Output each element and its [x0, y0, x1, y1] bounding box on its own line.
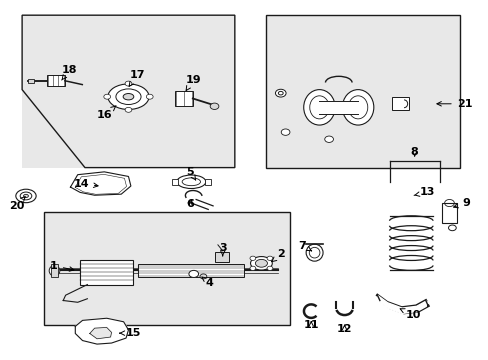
Ellipse shape: [20, 192, 32, 200]
Ellipse shape: [309, 96, 328, 119]
Bar: [138, 264, 244, 278]
Ellipse shape: [255, 260, 267, 267]
Circle shape: [266, 256, 272, 260]
Text: 15: 15: [120, 328, 141, 338]
Polygon shape: [75, 318, 128, 344]
Text: 12: 12: [336, 324, 351, 334]
Ellipse shape: [250, 257, 272, 270]
Text: 3: 3: [219, 243, 226, 256]
Circle shape: [103, 94, 110, 99]
Bar: [175, 91, 192, 105]
Text: 10: 10: [399, 309, 421, 320]
Circle shape: [447, 225, 455, 231]
Bar: [44, 212, 290, 325]
Text: 5: 5: [186, 167, 195, 180]
Polygon shape: [90, 328, 111, 339]
Ellipse shape: [305, 244, 323, 261]
Bar: [215, 252, 228, 261]
Bar: [319, 101, 357, 114]
Bar: [265, 15, 459, 168]
Ellipse shape: [23, 194, 28, 198]
Ellipse shape: [348, 96, 367, 119]
Text: 18: 18: [61, 65, 77, 80]
Ellipse shape: [177, 175, 205, 189]
Text: 6: 6: [185, 199, 193, 209]
Ellipse shape: [123, 94, 134, 100]
Ellipse shape: [281, 129, 289, 135]
Bar: [80, 260, 133, 284]
Bar: [51, 264, 58, 277]
Ellipse shape: [182, 178, 200, 186]
Circle shape: [188, 270, 198, 278]
Text: 9: 9: [453, 198, 469, 208]
Ellipse shape: [49, 265, 60, 276]
Text: 14: 14: [73, 179, 98, 189]
Bar: [265, 15, 459, 168]
Bar: [44, 212, 290, 325]
Text: 20: 20: [9, 197, 25, 211]
Bar: [47, 75, 65, 86]
Text: 17: 17: [129, 71, 144, 86]
Circle shape: [210, 103, 219, 109]
Circle shape: [200, 274, 206, 279]
Text: 21: 21: [436, 99, 471, 109]
Bar: [391, 98, 408, 110]
Circle shape: [249, 266, 255, 270]
Text: 11: 11: [303, 320, 318, 330]
Text: 19: 19: [185, 75, 201, 90]
Bar: [204, 179, 210, 185]
Text: 2: 2: [271, 249, 284, 262]
Ellipse shape: [342, 90, 373, 125]
Bar: [28, 78, 34, 83]
Text: 16: 16: [96, 106, 116, 121]
Circle shape: [266, 266, 272, 270]
Ellipse shape: [275, 89, 285, 97]
Bar: [441, 203, 456, 222]
Ellipse shape: [116, 89, 141, 104]
Ellipse shape: [108, 84, 149, 109]
Text: 8: 8: [410, 147, 418, 157]
Text: 4: 4: [202, 277, 213, 288]
Ellipse shape: [278, 91, 283, 95]
Ellipse shape: [308, 247, 319, 258]
Text: 13: 13: [413, 188, 434, 197]
Polygon shape: [70, 172, 131, 195]
Circle shape: [249, 256, 255, 260]
Text: 7: 7: [298, 240, 311, 251]
Circle shape: [146, 94, 153, 99]
Circle shape: [125, 107, 132, 112]
Text: 1: 1: [50, 261, 74, 271]
Ellipse shape: [303, 90, 334, 125]
Circle shape: [125, 81, 132, 86]
Bar: [172, 179, 178, 185]
Bar: [22, 15, 234, 168]
Ellipse shape: [324, 136, 333, 143]
Ellipse shape: [16, 189, 36, 203]
